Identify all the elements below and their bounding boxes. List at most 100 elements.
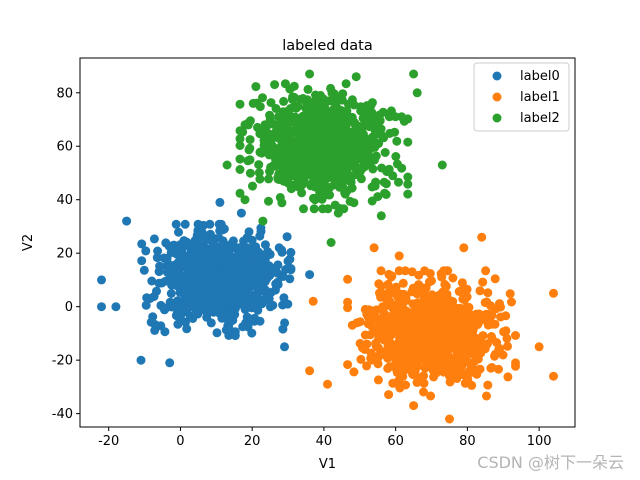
legend-label-label2: label2 bbox=[520, 111, 560, 126]
point-label2 bbox=[368, 164, 378, 174]
point-label2 bbox=[316, 155, 326, 165]
point-label2 bbox=[322, 108, 332, 118]
point-label2 bbox=[263, 135, 273, 145]
point-label1 bbox=[437, 341, 447, 351]
point-label1 bbox=[478, 277, 488, 287]
point-label2 bbox=[403, 179, 413, 189]
point-label2 bbox=[394, 177, 403, 187]
point-label0 bbox=[141, 300, 151, 310]
point-label0 bbox=[173, 243, 183, 253]
point-label2 bbox=[386, 111, 396, 121]
point-label1 bbox=[394, 376, 404, 385]
point-label1 bbox=[323, 379, 332, 389]
point-label2 bbox=[274, 112, 283, 122]
point-label1 bbox=[400, 351, 410, 361]
point-label0 bbox=[153, 246, 163, 256]
point-label1 bbox=[305, 366, 315, 376]
point-label2 bbox=[235, 134, 245, 144]
point-label0 bbox=[160, 327, 170, 337]
point-label1 bbox=[483, 288, 493, 298]
point-label0 bbox=[165, 264, 175, 274]
point-label0 bbox=[241, 298, 251, 308]
point-label1 bbox=[391, 282, 401, 292]
point-label0 bbox=[244, 227, 254, 237]
point-label1 bbox=[427, 276, 436, 286]
point-label2 bbox=[289, 81, 299, 91]
point-label0 bbox=[122, 216, 132, 226]
point-label1 bbox=[408, 369, 418, 379]
point-label2 bbox=[318, 204, 328, 214]
point-label2 bbox=[351, 72, 361, 82]
point-label1 bbox=[374, 334, 384, 344]
point-label2 bbox=[254, 160, 264, 170]
point-label1 bbox=[389, 301, 399, 311]
point-label1 bbox=[454, 287, 464, 296]
point-label2 bbox=[437, 160, 447, 170]
point-label0 bbox=[206, 318, 216, 328]
point-label2 bbox=[372, 139, 382, 149]
point-label2 bbox=[316, 180, 326, 190]
point-label1 bbox=[462, 302, 472, 312]
point-label0 bbox=[136, 355, 146, 365]
point-label0 bbox=[139, 265, 149, 275]
point-label1 bbox=[387, 311, 396, 321]
point-label2 bbox=[309, 193, 318, 203]
y-tick-label: -20 bbox=[52, 354, 73, 369]
point-label0 bbox=[261, 285, 270, 295]
point-label2 bbox=[264, 196, 273, 206]
point-label0 bbox=[255, 271, 264, 280]
point-label2 bbox=[222, 160, 232, 170]
point-label0 bbox=[166, 289, 176, 298]
point-label1 bbox=[378, 289, 388, 299]
point-label1 bbox=[366, 348, 376, 358]
point-label1 bbox=[549, 371, 558, 381]
point-label1 bbox=[511, 358, 520, 368]
point-label0 bbox=[180, 219, 190, 229]
point-label0 bbox=[238, 322, 248, 332]
point-label0 bbox=[255, 231, 265, 241]
point-label1 bbox=[349, 367, 359, 377]
point-label0 bbox=[177, 259, 187, 269]
point-label0 bbox=[218, 308, 228, 318]
point-label2 bbox=[310, 122, 320, 132]
point-label2 bbox=[331, 96, 341, 106]
point-label2 bbox=[291, 103, 301, 113]
point-label1 bbox=[473, 319, 483, 328]
point-label1 bbox=[481, 266, 491, 276]
point-label1 bbox=[470, 333, 480, 343]
point-label2 bbox=[392, 136, 402, 146]
point-label1 bbox=[549, 288, 558, 298]
point-label2 bbox=[332, 164, 342, 173]
point-label0 bbox=[174, 227, 183, 237]
point-label0 bbox=[256, 295, 266, 305]
point-label1 bbox=[502, 333, 512, 343]
point-label2 bbox=[361, 134, 371, 144]
point-label2 bbox=[270, 80, 280, 90]
point-label1 bbox=[511, 331, 520, 340]
point-label1 bbox=[442, 365, 452, 374]
point-label0 bbox=[147, 276, 157, 286]
point-label1 bbox=[343, 360, 353, 370]
point-label2 bbox=[388, 171, 398, 181]
point-label1 bbox=[407, 287, 417, 297]
point-label1 bbox=[363, 312, 373, 322]
point-label0 bbox=[260, 240, 270, 250]
point-label1 bbox=[415, 299, 425, 309]
point-label0 bbox=[305, 270, 315, 280]
y-axis-ticks: -40 -20 0 20 40 60 80 bbox=[52, 86, 80, 422]
point-label2 bbox=[326, 238, 336, 247]
point-label0 bbox=[159, 303, 168, 312]
point-label2 bbox=[367, 182, 377, 192]
point-label2 bbox=[275, 193, 285, 202]
point-label2 bbox=[352, 141, 362, 151]
point-label0 bbox=[182, 324, 192, 334]
x-tick-label: 20 bbox=[244, 434, 261, 449]
point-label0 bbox=[188, 248, 198, 257]
point-label1 bbox=[410, 306, 420, 315]
point-label1 bbox=[383, 353, 393, 363]
point-label1 bbox=[426, 391, 436, 401]
point-label0 bbox=[203, 288, 212, 298]
point-label1 bbox=[483, 339, 492, 349]
point-label1 bbox=[445, 414, 454, 424]
